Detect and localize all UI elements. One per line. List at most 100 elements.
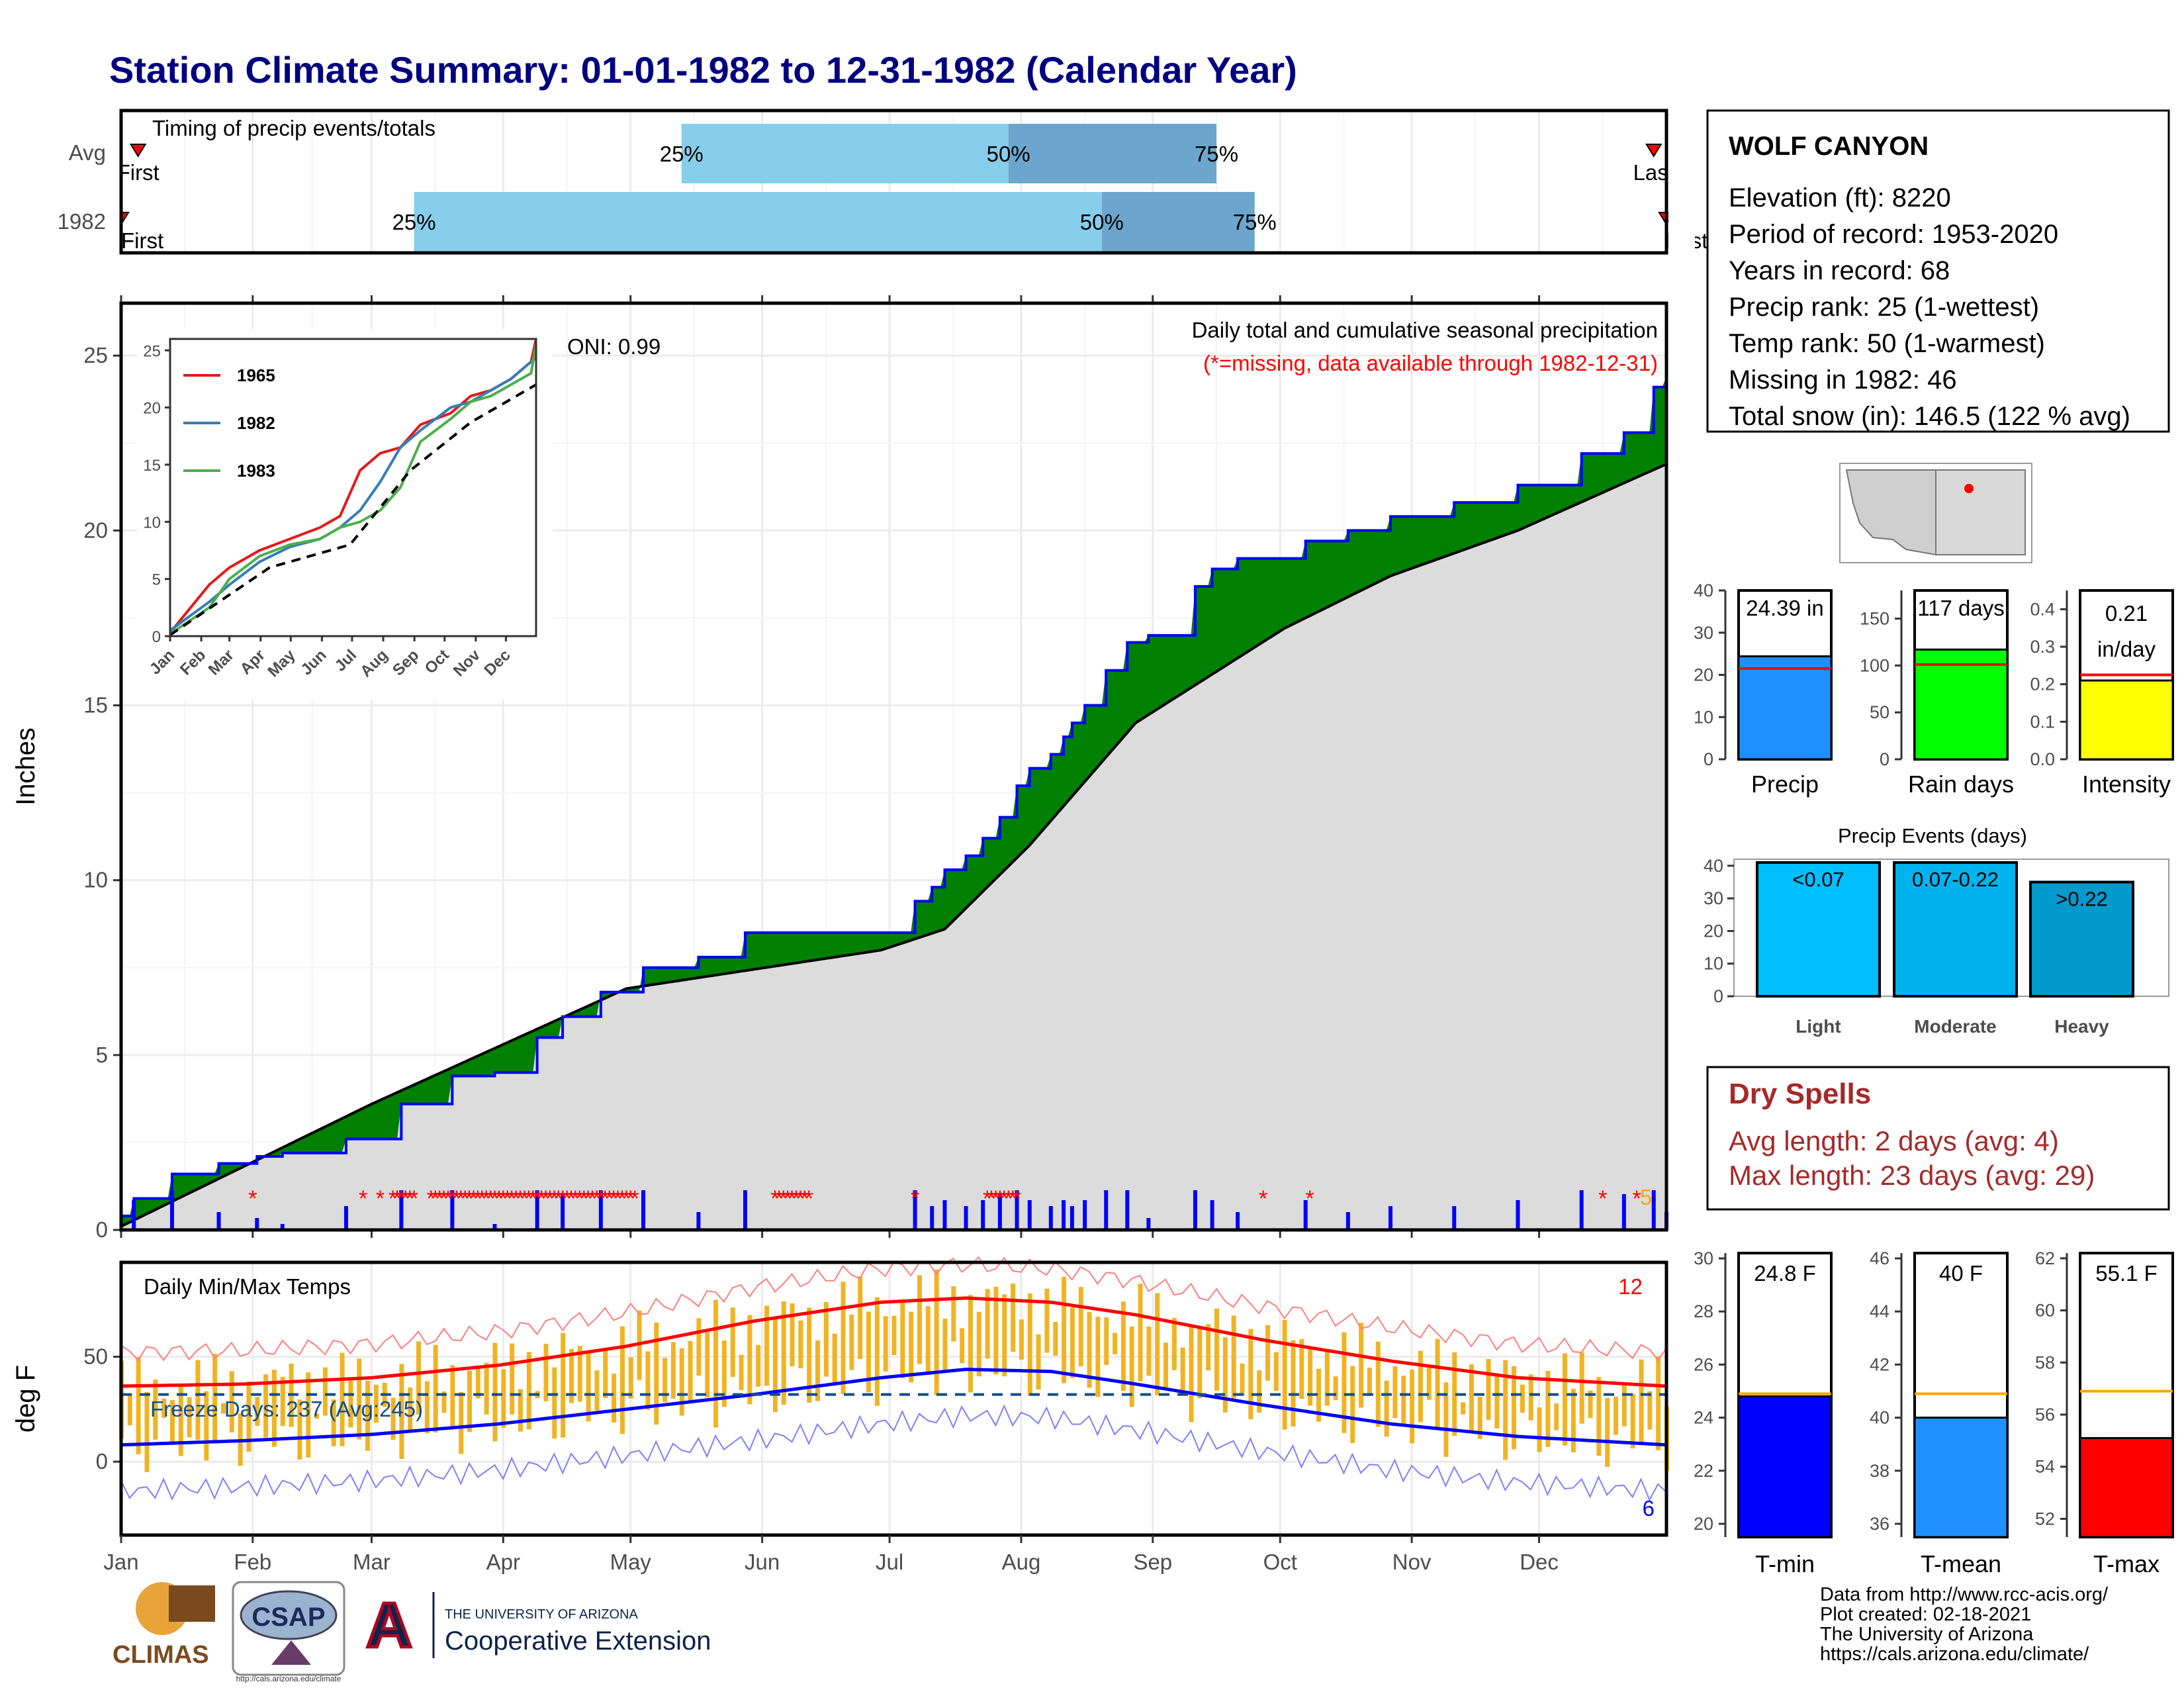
daily-precip-bar <box>696 1212 701 1230</box>
daily-temp-range-bar <box>858 1276 863 1360</box>
missing-day-marker: * <box>508 1186 516 1211</box>
temp-panel: 0 50 Daily Min/Max Temps Freeze Days: 237… <box>11 1256 1669 1574</box>
daily-temp-range-bar <box>1401 1376 1406 1426</box>
missing-note: (*=missing, data available through 1982-… <box>1203 351 1658 375</box>
daily-precip-bar <box>1146 1218 1151 1230</box>
missing-day-marker: * <box>494 1186 503 1211</box>
missing-day-marker: * <box>601 1186 610 1211</box>
daily-temp-range-bar <box>1579 1352 1584 1424</box>
daily-precip-bar <box>964 1206 968 1230</box>
daily-temp-range-bar <box>713 1299 719 1428</box>
daily-temp-range-bar <box>1299 1339 1304 1399</box>
missing-day-marker: * <box>792 1186 800 1211</box>
daily-temp-range-bar <box>1384 1380 1389 1437</box>
missing-day-marker: * <box>248 1186 257 1211</box>
daily-precip-bar <box>1388 1206 1393 1230</box>
daily-temp-range-bar <box>960 1328 965 1364</box>
missing-day-marker: * <box>1632 1186 1641 1211</box>
daily-temp-range-bar <box>1647 1391 1653 1430</box>
temp-bar-tick-label: 60 <box>2035 1301 2055 1321</box>
daily-temp-range-bar <box>1222 1337 1228 1413</box>
missing-day-marker: * <box>490 1186 499 1211</box>
daily-temp-range-bar <box>586 1350 591 1422</box>
precip-y-tick-label: 5 <box>96 1043 108 1067</box>
missing-day-marker: * <box>431 1186 439 1211</box>
daily-temp-range-bar <box>1019 1319 1024 1360</box>
inset-background <box>137 329 553 700</box>
summary-bar-value: 0.21 <box>2105 601 2148 626</box>
temp-y-title: deg F <box>11 1365 40 1432</box>
daily-temp-range-bar <box>1596 1377 1602 1456</box>
temp-bar-tick-label: 44 <box>1870 1301 1889 1321</box>
summary-bar-tick-label: 0.4 <box>2030 599 2055 619</box>
above-average-area <box>121 376 1666 1227</box>
daily-temp-range-bar <box>705 1332 710 1397</box>
summary-bar-tick-label: 0.0 <box>2030 749 2055 769</box>
missing-day-marker: * <box>567 1186 575 1211</box>
timing-25-label: 25% <box>660 142 704 166</box>
daily-temp-range-bar <box>526 1352 531 1430</box>
missing-day-marker: * <box>1008 1186 1017 1211</box>
missing-day-marker: * <box>439 1186 448 1211</box>
daily-temp-range-bar <box>1477 1397 1482 1439</box>
daily-precip-bar <box>216 1212 221 1230</box>
daily-temp-range-bar <box>645 1351 651 1410</box>
daily-temp-range-bar <box>1273 1352 1279 1391</box>
daily-temp-range-bar <box>1512 1366 1517 1450</box>
page-title: Station Climate Summary: 01-01-1982 to 1… <box>109 49 1297 91</box>
missing-day-marker: * <box>435 1186 443 1211</box>
precip-events-bars: 0 10 20 30 40 <0.07 Light 0.07-0.22 Moderate >0.2… <box>1704 856 2169 1037</box>
daily-temp-range-bar <box>1545 1370 1551 1447</box>
missing-day-marker: * <box>614 1186 622 1211</box>
month-label: Jan <box>103 1550 138 1574</box>
daily-temp-range-bar <box>161 1398 167 1418</box>
events-y-tick-label: 0 <box>1713 986 1723 1006</box>
missing-day-marker: * <box>520 1186 529 1211</box>
daily-temp-range-bar <box>1410 1370 1415 1444</box>
max-daily-label: 5 <box>1640 1185 1652 1209</box>
daily-temp-range-bar <box>169 1400 175 1443</box>
temp-marks <box>119 1256 1669 1502</box>
daily-temp-range-bar <box>424 1381 430 1434</box>
daily-temp-range-bar <box>670 1342 676 1399</box>
daily-temp-range-bar <box>467 1370 473 1432</box>
daily-temp-range-bar <box>1214 1308 1220 1391</box>
events-bar-label: Light <box>1796 1016 1841 1037</box>
daily-temp-range-bar <box>1605 1397 1610 1468</box>
ua-small-text: THE UNIVERSITY OF ARIZONA <box>445 1607 639 1622</box>
summary-bar-tick-label: 0.1 <box>2030 712 2055 731</box>
daily-precip-bar <box>1516 1200 1520 1230</box>
temp-bar-label: T-max <box>2093 1550 2160 1577</box>
daily-precip-bar <box>942 1200 947 1230</box>
temp-bar-label: T-mean <box>1921 1550 2001 1577</box>
location-map <box>1839 463 2032 563</box>
month-label: Mar <box>353 1550 390 1574</box>
summary-bar-tick-label: 10 <box>1694 707 1713 727</box>
missing-day-marker: * <box>622 1186 631 1211</box>
temp-bar-tick-label: 28 <box>1694 1301 1713 1321</box>
month-label: Jul <box>876 1550 903 1574</box>
daily-temp-range-bar <box>883 1316 888 1372</box>
climas-wordmark: CLIMAS <box>113 1641 209 1669</box>
temp-bar-tick-label: 40 <box>1870 1408 1889 1428</box>
dry-spells-title: Dry Spells <box>1729 1078 1871 1110</box>
missing-day-marker: * <box>1004 1186 1013 1211</box>
missing-day-marker: * <box>983 1186 991 1211</box>
events-bar-range: <0.07 <box>1792 868 1844 891</box>
daily-temp-range-bar <box>951 1286 956 1342</box>
summary-bar-tick-label: 20 <box>1694 665 1713 685</box>
month-label: Oct <box>1263 1550 1297 1574</box>
missing-day-marker: * <box>584 1186 592 1211</box>
daily-temp-range-bar <box>1155 1293 1160 1395</box>
daily-temp-range-bar <box>1206 1324 1211 1371</box>
daily-temp-range-bar <box>909 1311 914 1383</box>
station-box-frame <box>1706 109 2170 433</box>
events-y-tick-label: 40 <box>1704 856 1723 876</box>
daily-temp-range-bar <box>204 1391 209 1461</box>
daily-temp-range-bar <box>985 1289 990 1359</box>
inset-series-1982-line <box>169 356 537 632</box>
daily-precip-bar <box>1651 1190 1656 1230</box>
daily-temp-range-bar <box>1452 1352 1457 1436</box>
daily-precip-bar <box>997 1194 1002 1230</box>
daily-temp-range-bar <box>612 1374 617 1423</box>
